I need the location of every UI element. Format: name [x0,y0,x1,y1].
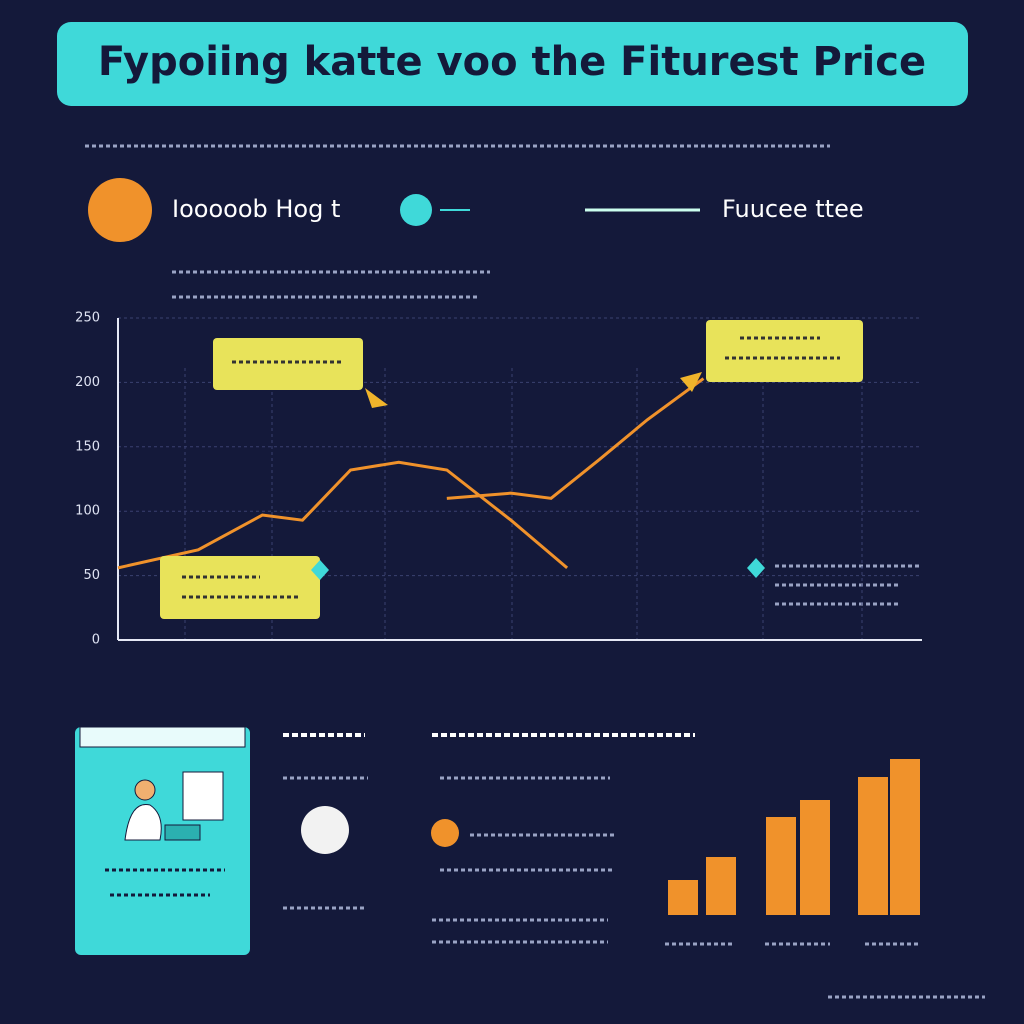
bar [706,857,736,915]
arrow-head [365,388,388,408]
document-icon [182,771,224,821]
card-scribble [105,868,225,897]
person-body [124,803,162,841]
arrow-head [680,372,702,392]
marker [747,558,765,578]
data-line [117,460,569,570]
annotation-box [213,338,363,390]
title-banner [57,22,968,106]
title: Fypoiing katte voo the Fiturest Price [98,39,926,85]
legend-label: Fuucee ttee [722,195,864,223]
y-tick-label: 50 [83,568,100,583]
scribble-text [85,144,985,999]
annotation-box [706,320,863,382]
laptop-icon [164,824,201,841]
bar [800,800,830,915]
info-card [75,727,250,955]
bar [858,777,888,915]
icon-badge [301,806,349,854]
legend-label: Iooooob Hog t [172,195,340,223]
bar [668,880,698,915]
card-header [79,726,246,748]
marker [311,560,329,580]
y-tick-label: 100 [75,504,100,519]
legend-icon [88,178,152,242]
annotation-scribble [182,336,840,599]
y-tick-label: 200 [75,375,100,390]
legend-icon [400,194,432,226]
person-icon [134,779,156,801]
icon-badge [431,819,459,847]
bar [766,817,796,915]
annotation-box [160,556,320,619]
y-tick-label: 0 [92,633,100,648]
y-tick-label: 250 [75,311,100,326]
y-tick-label: 150 [75,439,100,454]
bar [890,759,920,915]
data-line [446,377,705,500]
